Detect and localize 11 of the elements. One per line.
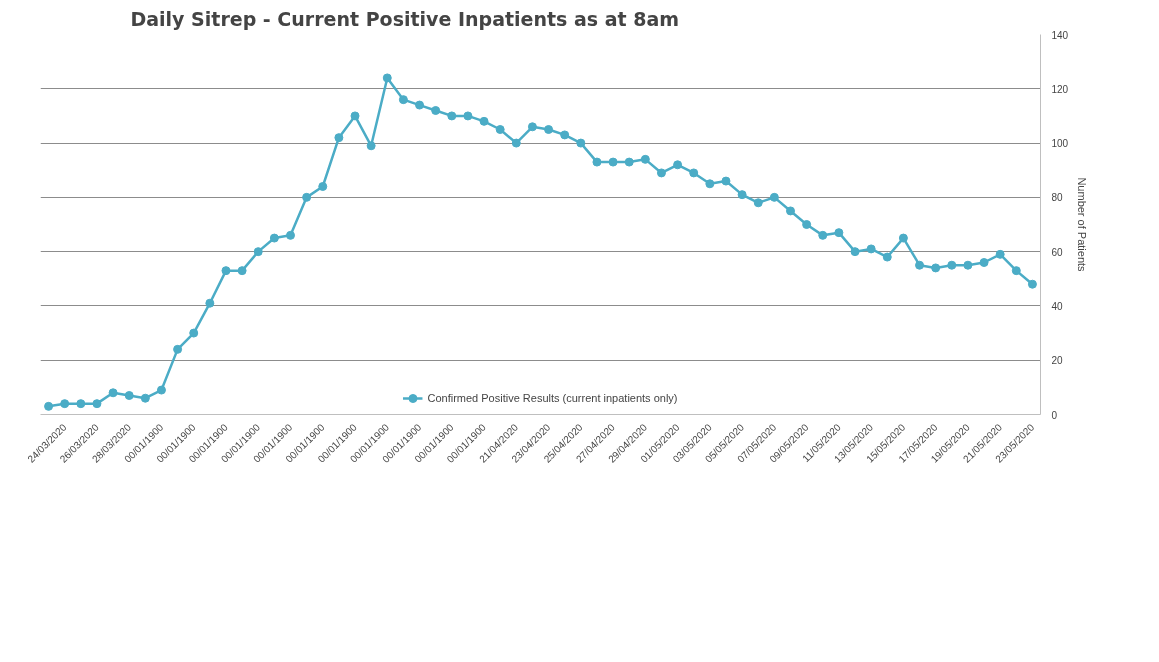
chart-title: Daily Sitrep - Current Positive Inpatients as at 8am (130, 7, 680, 30)
y-tick-label: 120 (1051, 83, 1069, 95)
y-tick-label: 40 (1051, 300, 1064, 312)
y-tick-label: 20 (1051, 355, 1064, 367)
y-tick-label: 100 (1051, 138, 1069, 150)
y-tick-label: 0 (1051, 409, 1058, 421)
y-tick-label: 80 (1051, 192, 1064, 204)
legend-label: Confirmed Positive Results (current inpatients only) (427, 392, 678, 404)
y-axis-title: Number of Patients (1076, 177, 1089, 273)
y-tick-label: 140 (1051, 29, 1069, 41)
y-tick-label: 60 (1051, 246, 1064, 258)
